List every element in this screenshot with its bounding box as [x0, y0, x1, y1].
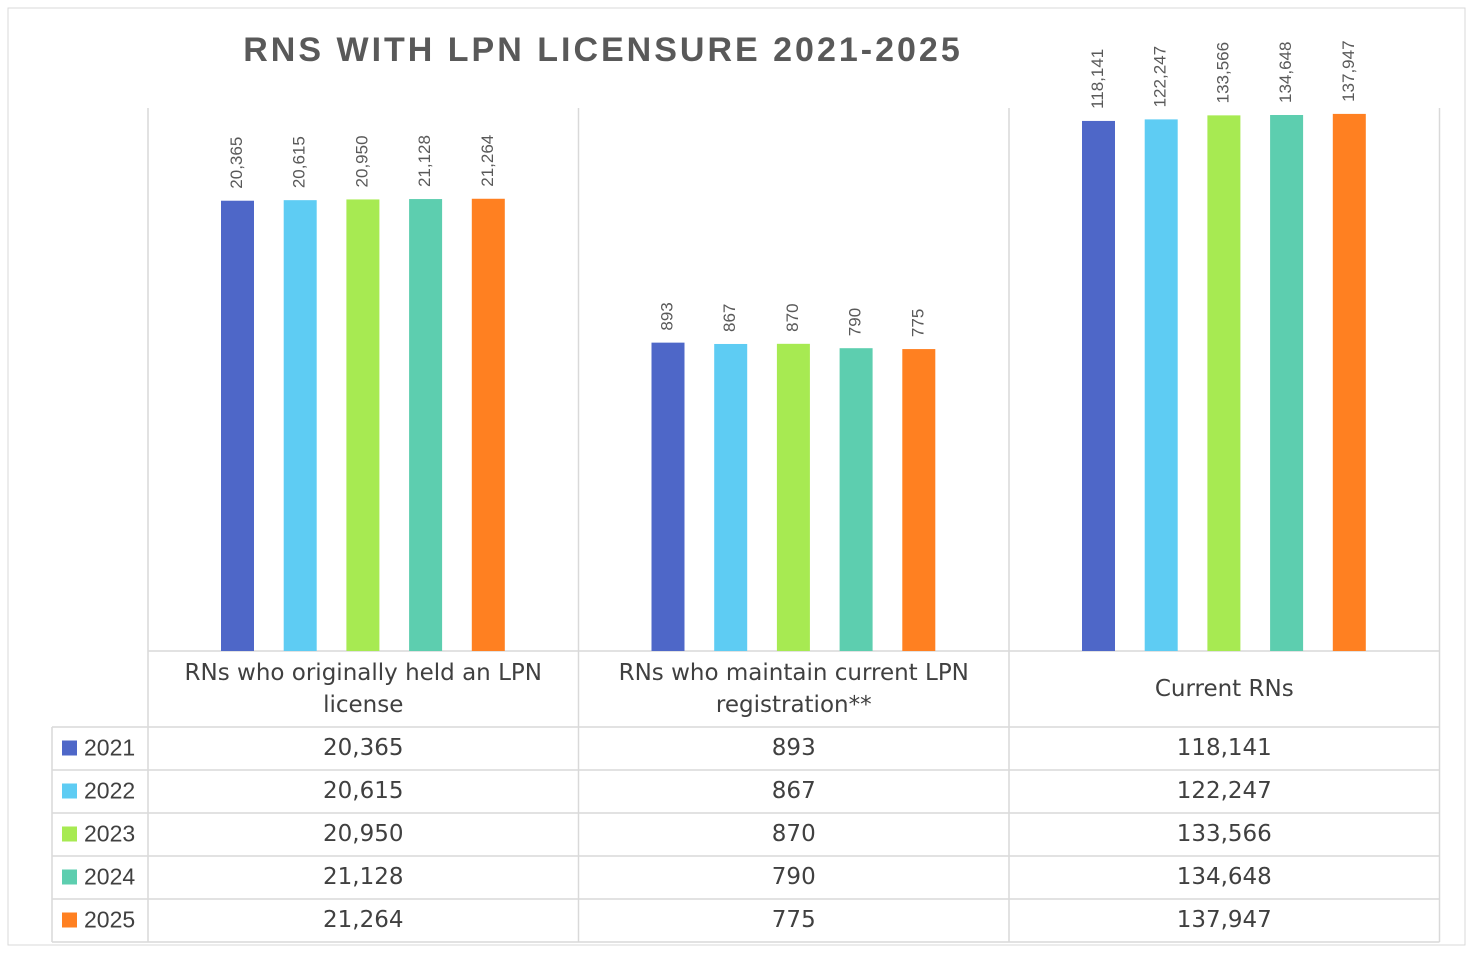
table-cell-box: 775	[771, 907, 816, 934]
table-cell-box: 133,566	[1176, 821, 1272, 848]
legend-label: 2022	[84, 778, 135, 804]
table-cell: 122,247	[1176, 778, 1272, 805]
legend-swatch	[62, 912, 77, 928]
table-cell-box: 21,264	[323, 907, 404, 934]
table-cell: 21,264	[323, 907, 404, 934]
table-cell: 870	[771, 821, 816, 848]
table-cell: 893	[771, 735, 816, 762]
legend-label: 2021	[84, 735, 135, 761]
data-label: 122,247	[1151, 46, 1170, 107]
category-label-box: RNs who maintain current LPN registratio…	[618, 659, 969, 718]
bar	[839, 348, 873, 651]
bar	[1144, 119, 1178, 651]
category-label-box: Current RNs	[1154, 675, 1294, 702]
data-label: 133,566	[1213, 42, 1232, 103]
bar	[409, 199, 443, 651]
data-label: 20,365	[227, 137, 246, 189]
legend-swatch	[62, 783, 77, 799]
table-cell: 118,141	[1176, 735, 1272, 762]
bar	[221, 200, 254, 652]
bar	[1332, 113, 1366, 651]
category-label-box: RNs who originally held an LPN license	[184, 659, 542, 718]
bar	[283, 200, 317, 651]
data-label: 790	[846, 308, 865, 336]
table-cell: 133,566	[1176, 821, 1272, 848]
legend-swatch	[62, 740, 77, 756]
table-cell-box: 20,950	[323, 821, 404, 848]
table-cell-box: 20,615	[323, 778, 404, 805]
bar	[902, 349, 936, 651]
table-cell-box: 21,128	[323, 864, 404, 891]
table-cell-box: 134,648	[1176, 864, 1272, 891]
table-cell: 20,615	[323, 778, 404, 805]
bar	[471, 198, 505, 651]
category-label: RNs who maintain current LPN registratio…	[618, 659, 969, 718]
table-cell-box: 122,247	[1176, 778, 1272, 805]
legend-label: 2024	[84, 864, 135, 890]
data-label: 20,950	[352, 135, 371, 187]
table-cell: 20,365	[323, 735, 404, 762]
table-cell-box: 790	[771, 864, 816, 891]
bar	[346, 199, 380, 651]
data-label: 870	[783, 303, 802, 331]
data-label: 775	[908, 309, 927, 337]
data-label: 21,264	[478, 135, 497, 187]
bar	[1270, 114, 1304, 652]
table-cell: 867	[771, 778, 816, 805]
category-label: RNs who originally held an LPN license	[184, 659, 542, 718]
table-cell: 137,947	[1176, 907, 1272, 934]
legend-swatch	[62, 869, 77, 885]
table-cell-box: 893	[771, 735, 816, 762]
data-label: 118,141	[1088, 49, 1107, 109]
table-cell-box: 870	[771, 821, 816, 848]
data-label: 867	[720, 304, 739, 332]
table-cell: 134,648	[1176, 864, 1272, 891]
table-cell: 20,950	[323, 821, 404, 848]
table-cell: 775	[771, 907, 816, 934]
table-cell-box: 20,365	[323, 735, 404, 762]
legend-label: 2023	[84, 821, 135, 847]
bar	[651, 342, 685, 651]
data-label: 893	[657, 302, 676, 330]
table-cell: 790	[771, 864, 816, 891]
bar	[1207, 115, 1241, 652]
bar	[776, 343, 810, 651]
table-cell-box: 867	[771, 778, 816, 805]
legend-label: 2025	[84, 907, 135, 933]
table-cell: 21,128	[323, 864, 404, 891]
data-label: 20,615	[290, 136, 309, 188]
data-label: 134,648	[1276, 42, 1295, 103]
data-label: 137,947	[1339, 40, 1358, 101]
table-cell-box: 118,141	[1176, 735, 1272, 762]
category-label: Current RNs	[1154, 675, 1294, 702]
chart-title: RNS WITH LPN LICENSURE 2021-2025	[243, 31, 963, 69]
bar	[714, 343, 748, 651]
legend-swatch	[62, 826, 77, 842]
data-label: 21,128	[415, 135, 434, 187]
table-cell-box: 137,947	[1176, 907, 1272, 934]
bar	[1082, 120, 1115, 651]
